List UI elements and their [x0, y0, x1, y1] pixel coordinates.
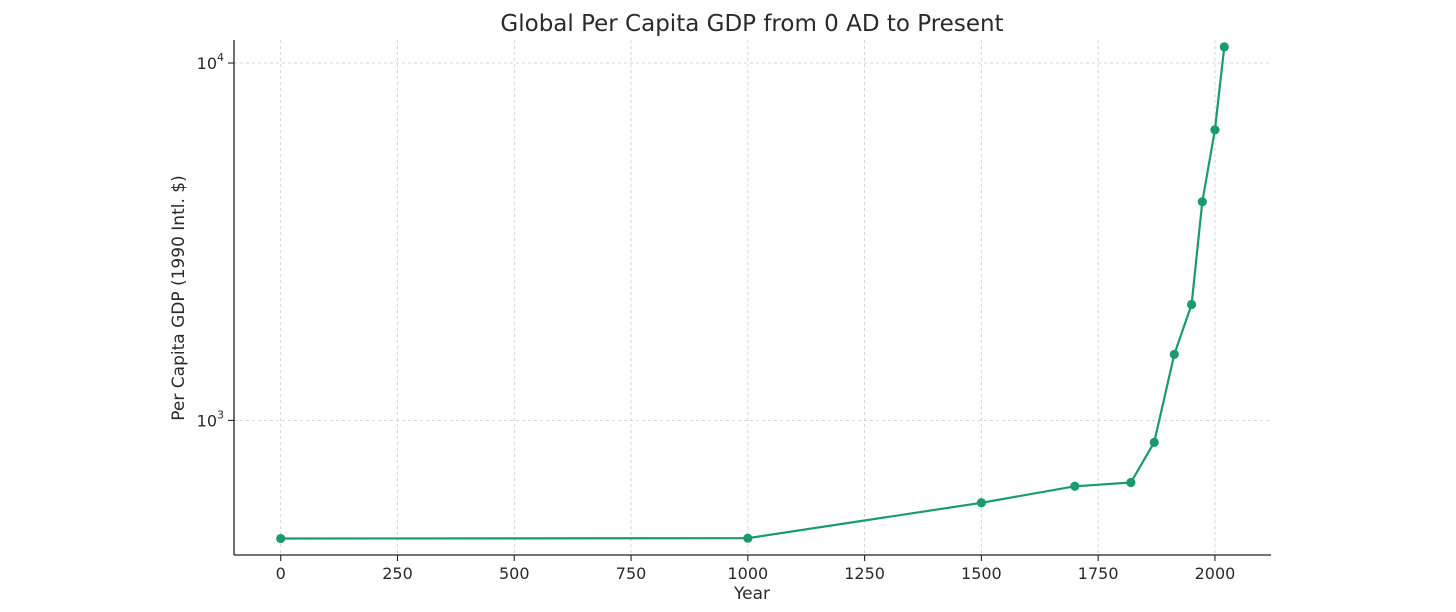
x-tick-label: 2000 [1195, 564, 1236, 583]
x-tick-label: 1500 [961, 564, 1002, 583]
x-axis-label: Year [733, 584, 770, 604]
data-point [1210, 125, 1220, 135]
y-tick-label: 103 [197, 408, 224, 430]
x-tick-label: 1000 [727, 564, 768, 583]
data-point [1126, 477, 1136, 488]
series-line [280, 46, 1226, 540]
data-series [276, 42, 1229, 544]
data-point [1169, 349, 1179, 359]
x-tick-label: 0 [276, 564, 286, 583]
data-point [976, 498, 986, 508]
x-tick-label: 250 [382, 564, 413, 583]
chart-title: Global Per Capita GDP from 0 AD to Prese… [500, 11, 1003, 37]
x-tick-label: 1250 [844, 564, 885, 583]
axes [233, 40, 1271, 556]
x-tick-label: 500 [499, 564, 530, 583]
data-point [743, 533, 753, 543]
x-ticks: 0 250 500 750 1000 1250 1500 1750 2000 [276, 555, 1236, 583]
y-axis-label: Per Capita GDP (1990 Intl. $) [169, 175, 189, 420]
data-point [1070, 481, 1080, 491]
data-point [1197, 197, 1207, 207]
grid-lines [234, 40, 1271, 555]
x-tick-label: 1750 [1078, 564, 1119, 583]
data-point [1149, 437, 1159, 447]
data-point [1219, 42, 1229, 52]
y-ticks: 103 104 [197, 51, 234, 430]
x-tick-label: 750 [616, 564, 647, 583]
data-point [276, 533, 286, 544]
data-point [1186, 299, 1197, 310]
y-tick-label: 104 [197, 51, 224, 73]
